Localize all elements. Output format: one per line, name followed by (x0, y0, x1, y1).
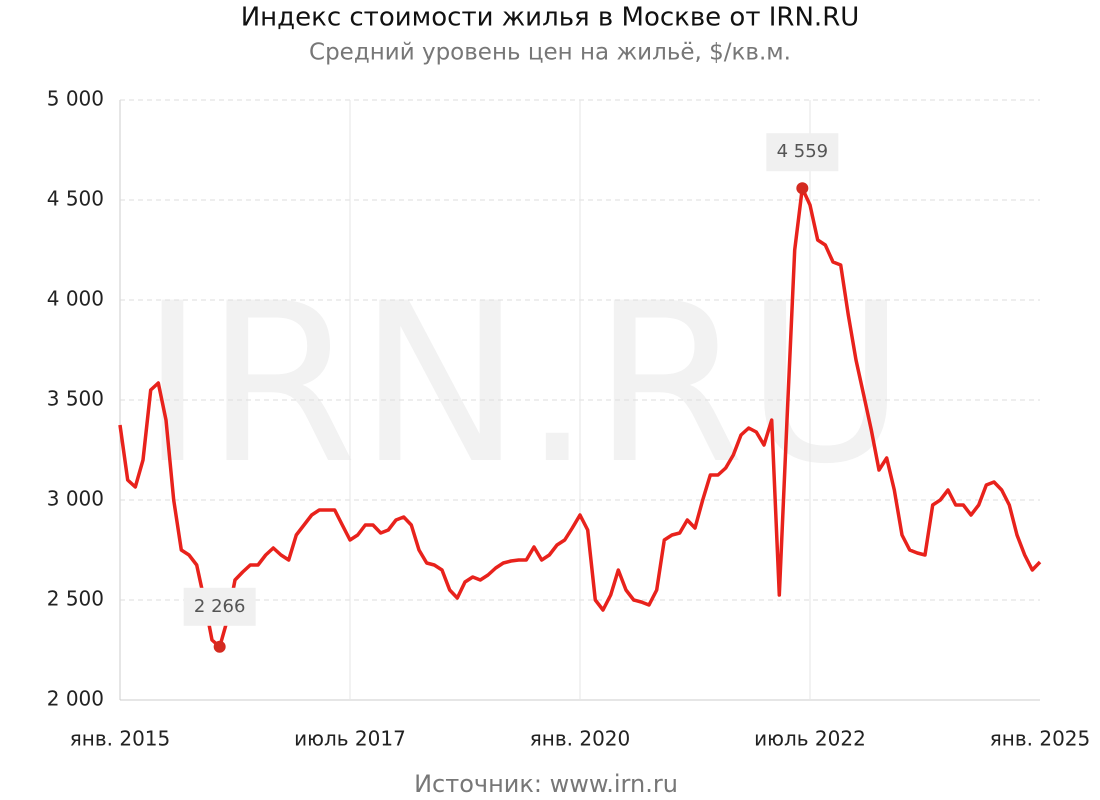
annotation-label: 2 266 (194, 596, 246, 617)
y-tick-label: 3 000 (47, 487, 104, 511)
x-tick-label: июль 2017 (294, 727, 406, 751)
y-tick-label: 2 500 (47, 587, 104, 611)
x-tick-label: июль 2022 (754, 727, 866, 751)
chart-title: Индекс стоимости жилья в Москве от IRN.R… (241, 3, 860, 33)
x-tick-label: янв. 2020 (530, 727, 631, 751)
line (118, 186, 1042, 649)
y-tick-label: 3 500 (47, 387, 104, 411)
x-tick-label: янв. 2025 (990, 727, 1091, 751)
annotation-label: 4 559 (777, 141, 829, 162)
marker (213, 640, 226, 653)
watermark: IRN.RU (140, 256, 906, 512)
marker (796, 182, 809, 195)
annotation-box (183, 587, 256, 626)
y-tick-label: 2 000 (47, 687, 104, 711)
y-tick-label: 4 000 (47, 287, 104, 311)
y-tick-label: 4 500 (47, 187, 104, 211)
x-tick-label: янв. 2015 (70, 727, 171, 751)
source: Источник: www.irn.ru (414, 770, 678, 798)
chart-subtitle: Средний уровень цен на жильё, $/кв.м. (309, 40, 791, 66)
y-tick-label: 5 000 (47, 87, 104, 111)
annotation-box (766, 133, 839, 172)
